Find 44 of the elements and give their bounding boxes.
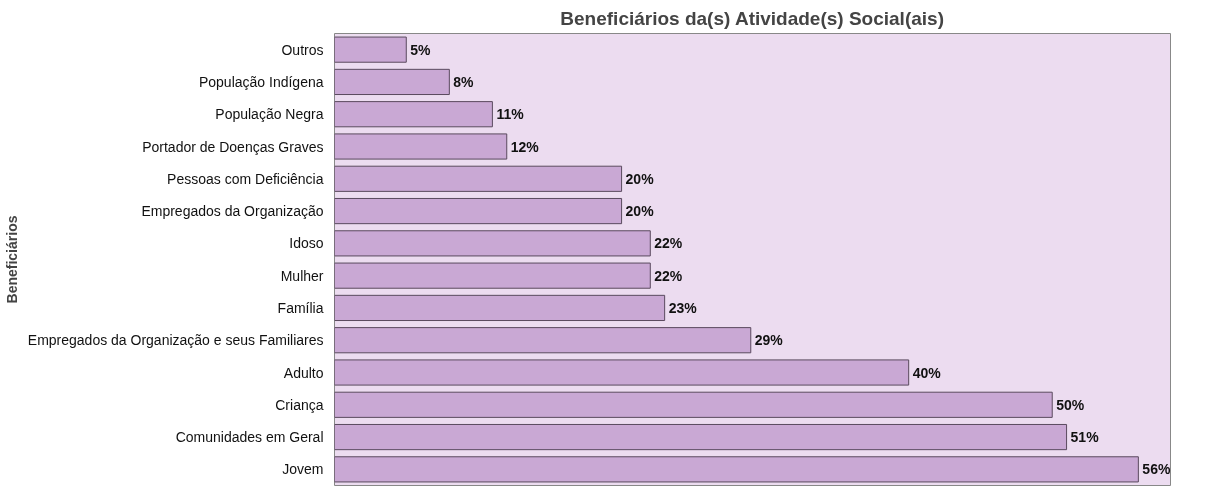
y-tick-label: Criança: [275, 396, 324, 413]
bar: [334, 391, 1053, 418]
y-tick-label: Pessoas com Deficiência: [167, 170, 324, 187]
bar: [334, 294, 666, 322]
bar: [334, 327, 752, 354]
y-tick-label: Família: [277, 299, 324, 316]
bar: [334, 230, 651, 257]
data-label: 51%: [1070, 429, 1100, 446]
bar: [334, 165, 623, 192]
y-tick-label: Empregados da Organização e seus Familiares: [27, 332, 324, 349]
y-tick-label: Outros: [281, 41, 324, 58]
bar: [334, 456, 1139, 483]
y-tick-label: Jovem: [282, 461, 324, 478]
bar: [334, 423, 1068, 451]
bar: [334, 197, 623, 225]
data-label: 8%: [453, 73, 475, 90]
chart-title: Beneficiários da(s) Atividade(s) Social(ais): [560, 7, 944, 29]
bar: [334, 36, 407, 63]
y-tick-label: Idoso: [289, 235, 324, 252]
data-label: 23%: [668, 299, 698, 316]
y-tick-label: População Indígena: [198, 73, 324, 90]
bar: [334, 101, 493, 128]
data-label: 29%: [754, 332, 784, 349]
data-label: 5%: [410, 41, 432, 58]
data-label: 40%: [912, 364, 942, 381]
y-tick-label: População Negra: [215, 106, 324, 123]
data-label: 22%: [654, 235, 683, 252]
data-label: 20%: [625, 203, 655, 220]
bar: [334, 133, 508, 160]
data-label: 50%: [1056, 396, 1085, 413]
y-axis-title: Beneficiários: [3, 215, 20, 304]
y-tick-label: Empregados da Organização: [141, 203, 324, 220]
bar: [334, 359, 910, 386]
bar: [334, 68, 450, 96]
y-tick-label: Adulto: [283, 364, 324, 381]
y-tick-label: Mulher: [280, 267, 324, 284]
y-tick-label: Portador de Doenças Graves: [142, 138, 324, 155]
data-label: 20%: [625, 170, 655, 187]
data-label: 22%: [654, 267, 683, 284]
data-label: 12%: [510, 138, 540, 155]
y-tick-label: Comunidades em Geral: [175, 429, 324, 446]
bar: [334, 262, 651, 289]
data-label: 11%: [496, 106, 525, 123]
data-label: 56%: [1142, 461, 1171, 478]
